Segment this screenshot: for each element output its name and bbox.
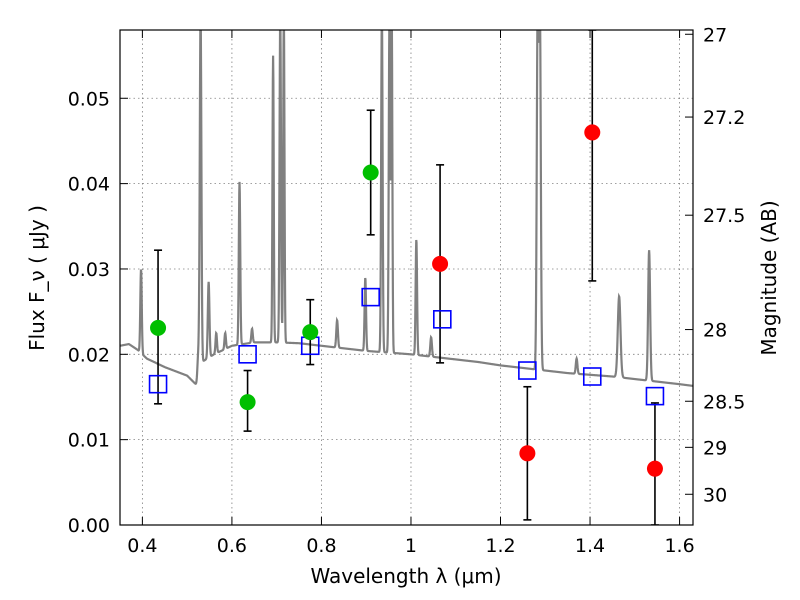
non-detection-point (646, 460, 663, 477)
y2-tick-label: 29 (703, 437, 727, 459)
x-tick-label: 1.6 (664, 535, 694, 557)
y2-tick-label: 27 (703, 24, 727, 46)
model-point (361, 287, 380, 307)
model-point (645, 386, 665, 406)
x-tick-label: 1.2 (485, 535, 515, 557)
model-photometry-points (148, 287, 665, 406)
y2-tick-label: 30 (703, 484, 727, 506)
y2-tick-label: 27.2 (703, 107, 745, 129)
model-point (148, 374, 168, 394)
detection-point (239, 394, 256, 411)
y-axis-label: Flux F_ν ( μJy ) (25, 205, 49, 351)
model-point (582, 367, 602, 386)
x-tick-label: 1 (405, 535, 417, 557)
model-point (238, 345, 257, 364)
y-tick-label: 0.04 (68, 174, 110, 196)
detection-point (362, 164, 379, 181)
y2-axis-label: Magnitude (AB) (757, 200, 781, 355)
grid (120, 30, 693, 526)
x-tick-label: 1.4 (575, 535, 605, 557)
observed-points (150, 124, 663, 477)
non-detection-point (519, 445, 536, 462)
x-axis-label: Wavelength λ (μm) (310, 564, 501, 588)
axis-ticks: 0.4 0.6 0.8 1 1.2 1.4 1.6 0.00 0.01 0.02 0.03 0.04 0… (68, 24, 746, 557)
detection-point (150, 319, 167, 336)
model-point (518, 361, 537, 380)
error-bars (154, 30, 659, 525)
y2-tick-label: 28 (703, 320, 727, 342)
y-tick-label: 0.00 (68, 515, 110, 537)
detection-point (302, 324, 319, 341)
y-tick-label: 0.01 (68, 430, 110, 452)
model-spectrum-line (120, 30, 693, 387)
x-tick-label: 0.6 (217, 535, 247, 557)
y-tick-label: 0.05 (68, 88, 110, 110)
plot-frame (119, 29, 694, 526)
y2-tick-label: 28.5 (703, 391, 745, 413)
x-tick-label: 0.8 (306, 535, 336, 557)
model-point (433, 310, 452, 329)
y-tick-label: 0.02 (68, 344, 110, 366)
x-tick-label: 0.4 (127, 535, 157, 557)
y-tick-label: 0.03 (68, 259, 110, 281)
non-detection-point (432, 255, 449, 272)
y2-tick-label: 27.5 (703, 205, 745, 227)
non-detection-point (584, 124, 601, 141)
